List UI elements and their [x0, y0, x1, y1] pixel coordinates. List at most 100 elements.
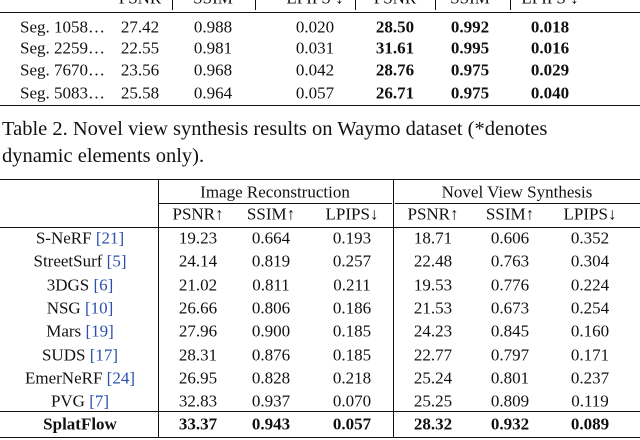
separator	[172, 0, 173, 10]
cell: 0.992	[450, 17, 490, 37]
citation[interactable]: [24]	[106, 368, 136, 388]
cell: 0.089	[570, 414, 610, 434]
cell: 27.42	[120, 17, 160, 37]
cell: 24.23	[413, 321, 453, 341]
cell: 0.845	[490, 321, 530, 341]
rule	[0, 105, 640, 106]
column-header: SSIM↑	[246, 204, 296, 224]
cell: 0.057	[295, 83, 335, 103]
cell: 0.809	[490, 391, 530, 411]
rule	[158, 203, 392, 204]
separator	[355, 0, 356, 10]
cell: 23.56	[120, 60, 160, 80]
cell: 31.61	[375, 38, 415, 58]
cell: 0.218	[332, 368, 372, 388]
cell: 33.37	[178, 414, 218, 434]
group-header: Image Reconstruction	[200, 182, 350, 202]
method-name: NSG [10]	[46, 298, 114, 318]
cell: 0.186	[332, 298, 372, 318]
cell: 26.66	[178, 298, 218, 318]
cell: 0.797	[490, 345, 530, 364]
cell: 0.185	[332, 321, 372, 341]
cell: 22.55	[120, 38, 160, 58]
column-header: LPIPS↓	[325, 204, 379, 224]
method-name: PVG [7]	[50, 391, 110, 411]
cell: 0.932	[490, 414, 530, 434]
cell: 28.50	[375, 17, 415, 37]
cell: 0.257	[332, 251, 372, 271]
cell: 0.029	[530, 60, 570, 80]
method-name: S-NeRF [21]	[35, 228, 125, 248]
cell: 0.673	[490, 298, 530, 318]
citation[interactable]: [7]	[89, 391, 110, 411]
rule	[0, 437, 640, 438]
row-label: Seg. 7670…	[20, 60, 105, 80]
column-header: SSIM	[193, 0, 233, 7]
cell: 22.48	[413, 251, 453, 271]
cell: 0.995	[450, 38, 490, 58]
cell: 24.14	[178, 251, 218, 271]
column-header: LPIPS ↓	[521, 0, 578, 7]
cell: 0.193	[332, 228, 372, 248]
cell: 0.160	[570, 321, 610, 341]
cell: 0.664	[251, 228, 291, 248]
column-header: PSNR	[374, 0, 417, 7]
cell: 0.975	[450, 83, 490, 103]
cell: 32.83	[178, 391, 218, 411]
cell: 0.171	[570, 345, 610, 364]
citation[interactable]: [10]	[84, 298, 114, 318]
citation[interactable]: [21]	[95, 228, 125, 248]
cell: 19.53	[413, 275, 453, 295]
citation[interactable]: [19]	[85, 321, 114, 341]
cell: 0.801	[490, 368, 530, 388]
cell: 19.23	[178, 228, 218, 248]
cell: 28.76	[375, 60, 415, 80]
column-header: LPIPS↓	[563, 204, 617, 224]
column-header: SSIM↑	[485, 204, 535, 224]
citation[interactable]: [6]	[93, 275, 114, 295]
cell: 0.070	[332, 391, 372, 411]
cell: 0.352	[570, 228, 610, 248]
cell: 0.304	[570, 251, 610, 271]
cell: 0.937	[251, 391, 291, 411]
cell: 0.031	[295, 38, 335, 58]
cell: 26.95	[178, 368, 218, 388]
cell: 0.237	[570, 368, 610, 388]
method-name: SplatFlow	[43, 414, 117, 434]
method-name: SUDS [17]	[41, 345, 119, 364]
cell: 21.53	[413, 298, 453, 318]
cell: 28.32	[413, 414, 453, 434]
column-header: PSNR	[119, 0, 162, 7]
cell: 0.254	[570, 298, 610, 318]
rule	[395, 203, 640, 204]
cell: 18.71	[413, 228, 453, 248]
separator	[158, 179, 159, 437]
cell: 0.119	[571, 391, 609, 411]
column-header: SSIM	[450, 0, 490, 7]
rule	[0, 227, 640, 228]
cell: 0.828	[251, 368, 291, 388]
cell: 0.806	[251, 298, 291, 318]
citation[interactable]: [5]	[106, 251, 127, 271]
cell: 0.776	[490, 275, 530, 295]
cell: 25.25	[413, 391, 453, 411]
group-header: Novel View Synthesis	[441, 182, 593, 202]
column-header: PSNR↑	[172, 204, 224, 224]
cell: 0.763	[490, 251, 530, 271]
separator	[435, 0, 436, 10]
citation[interactable]: [17]	[89, 345, 119, 364]
cell: 0.211	[333, 275, 371, 295]
method-name: EmerNeRF [24]	[24, 368, 136, 388]
cell: 0.819	[251, 251, 291, 271]
cell: 27.96	[178, 321, 218, 341]
cell: 28.31	[178, 345, 218, 364]
separator	[393, 179, 394, 437]
cell: 0.975	[450, 60, 490, 80]
cell: 0.964	[193, 83, 233, 103]
cell: 0.016	[530, 38, 570, 58]
cell: 21.02	[178, 275, 218, 295]
cell: 0.981	[193, 38, 233, 58]
cell: 0.057	[332, 414, 372, 434]
method-name: Mars [19]	[46, 321, 114, 341]
cell: 0.943	[251, 414, 291, 434]
